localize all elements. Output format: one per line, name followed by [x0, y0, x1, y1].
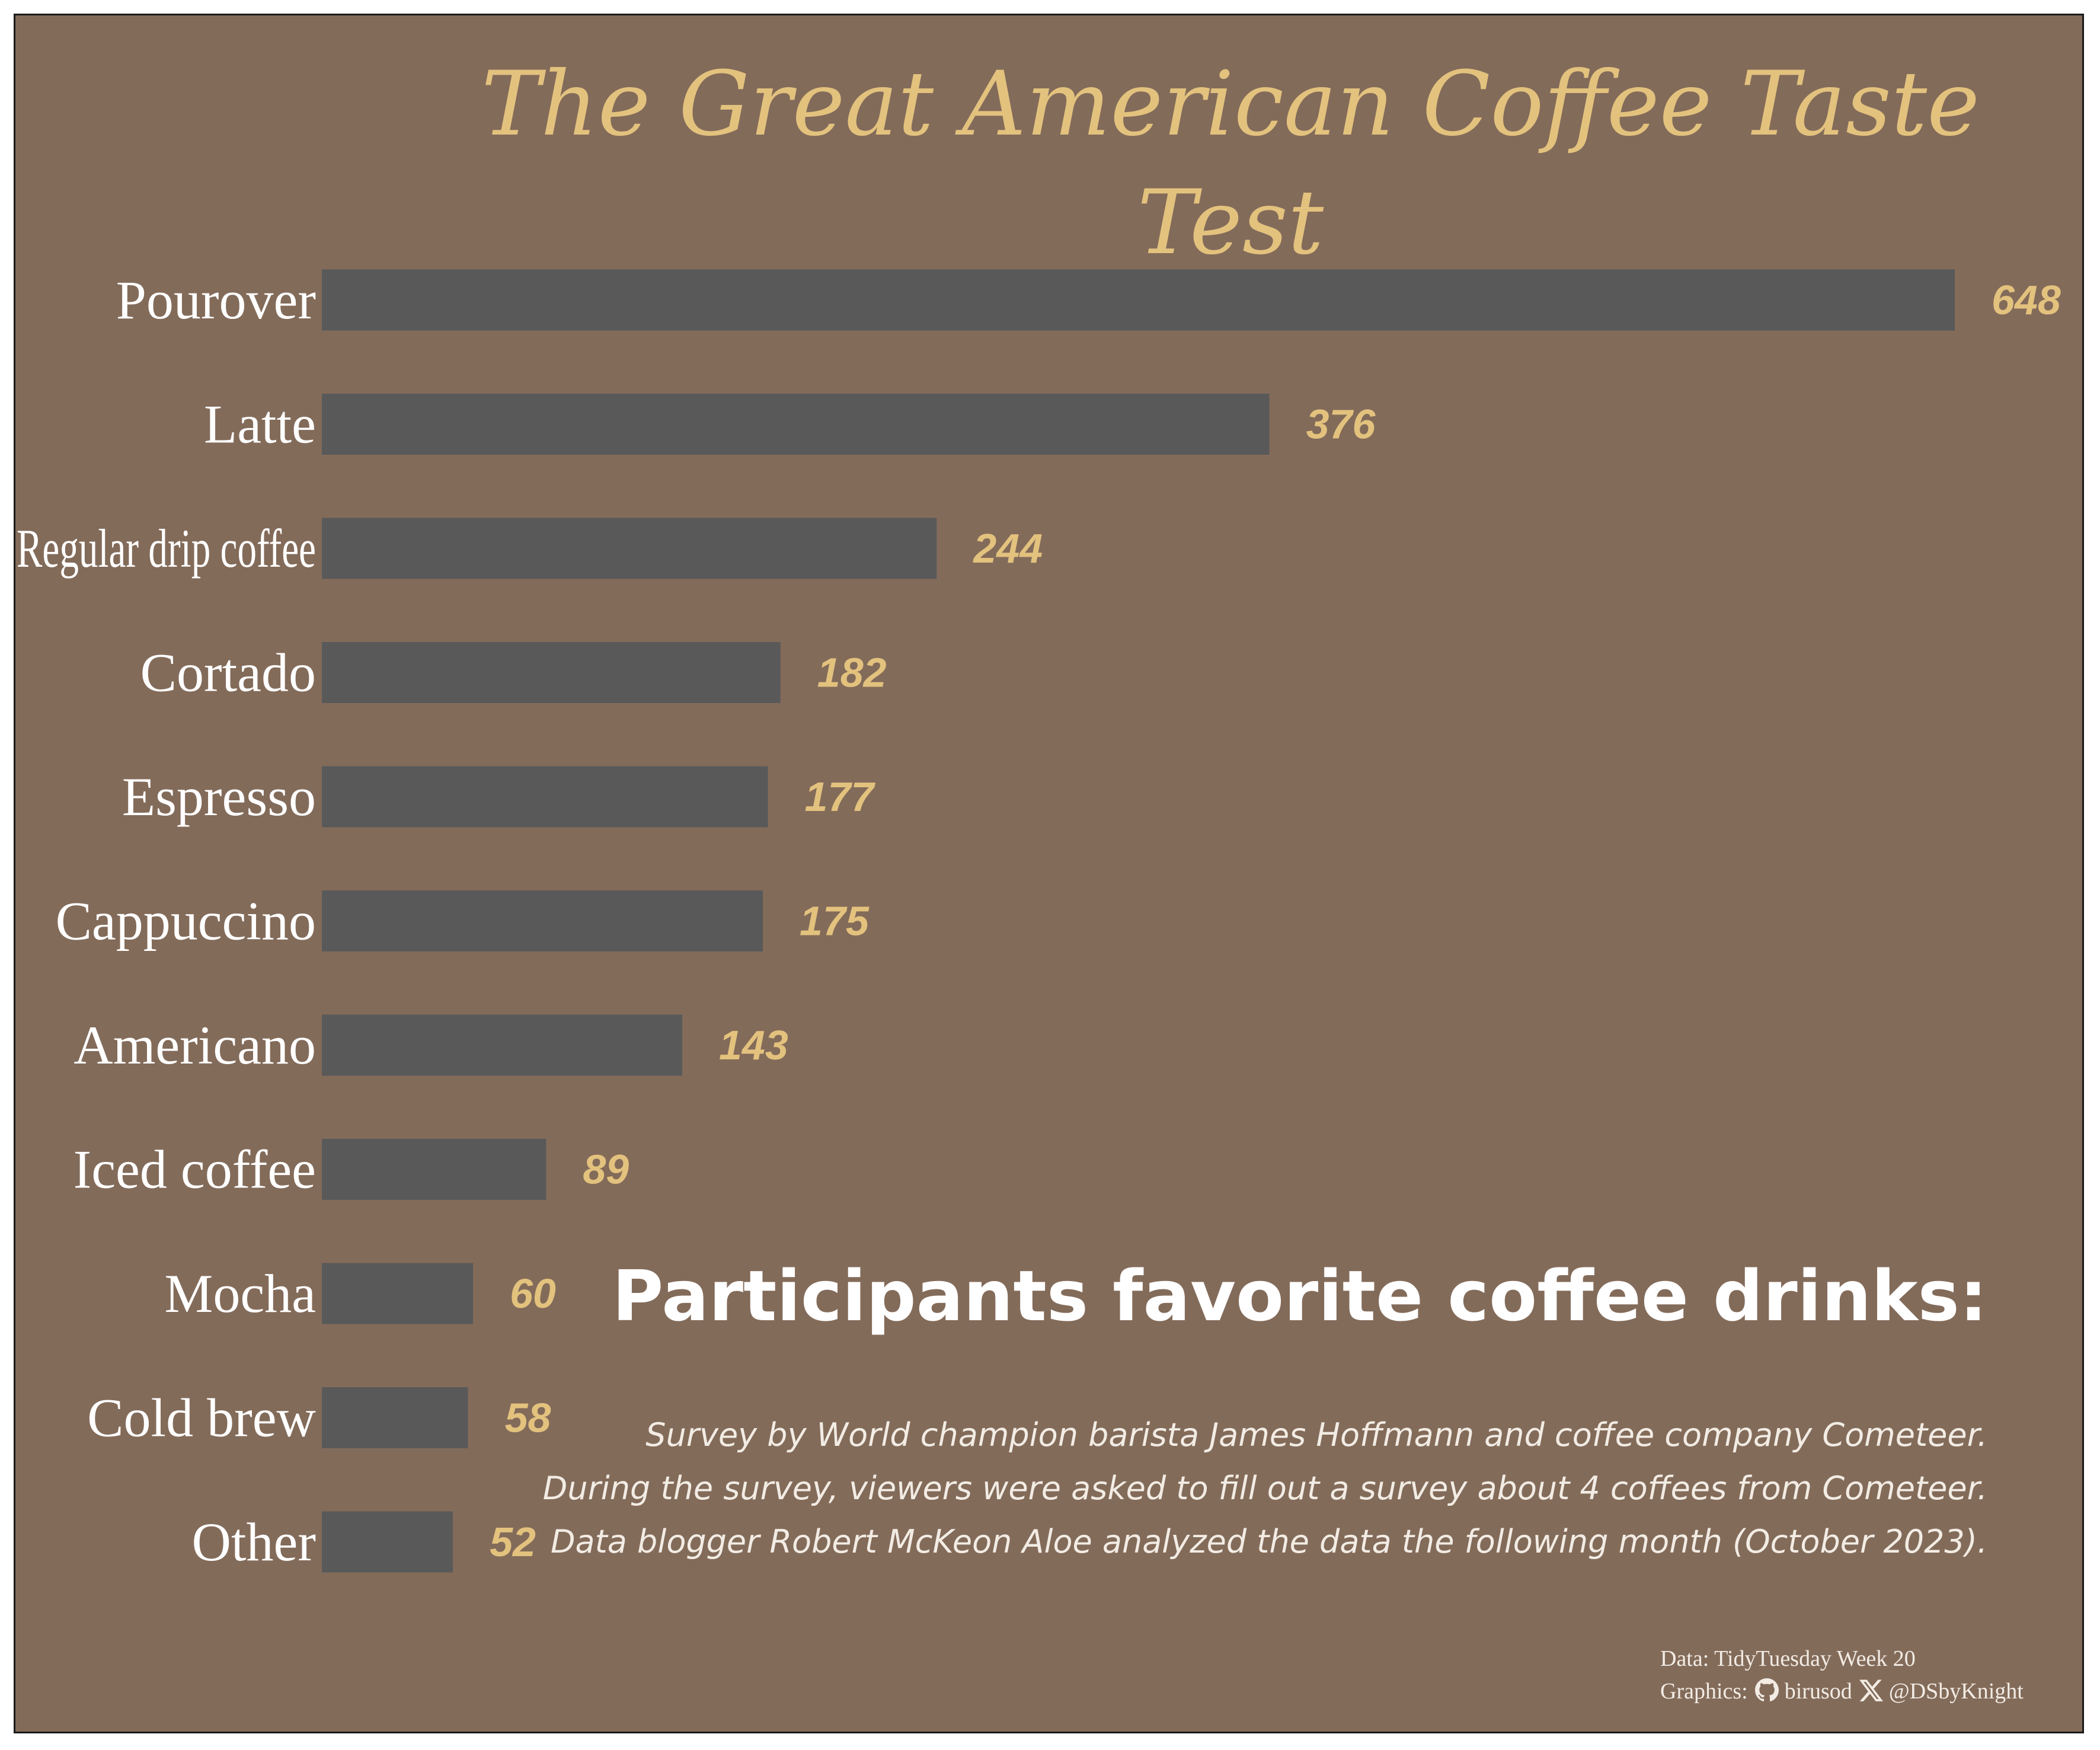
- value-label: 52: [490, 1519, 536, 1565]
- chart-description: Survey by World champion barista James H…: [446, 1409, 1987, 1569]
- bar: [322, 269, 1955, 331]
- bar: [322, 890, 763, 951]
- category-label: Other: [192, 1512, 316, 1572]
- caption-graphics-label: Graphics:: [1660, 1679, 1748, 1704]
- bar: [322, 1387, 468, 1448]
- value-label: 182: [817, 650, 887, 696]
- bar: [322, 394, 1270, 455]
- category-label: Americano: [73, 1015, 316, 1075]
- bar: [322, 1263, 474, 1324]
- caption-data-source: Data: TidyTuesday Week 20: [1660, 1646, 1916, 1671]
- description-line: Survey by World champion barista James H…: [645, 1416, 1987, 1454]
- value-label: 648: [1992, 277, 2061, 323]
- bar: [322, 642, 781, 703]
- bar: [322, 766, 768, 828]
- bar: [322, 1139, 546, 1200]
- category-label: Cappuccino: [56, 891, 316, 951]
- description-line: During the survey, viewers were asked to…: [542, 1470, 1987, 1507]
- x-icon: [1859, 1678, 1883, 1702]
- value-label: 175: [800, 898, 870, 944]
- category-label: Cortado: [140, 643, 316, 703]
- category-label: Regular drip coffee: [17, 518, 316, 579]
- value-label: 143: [719, 1022, 788, 1068]
- chart-subtitle: Participants favorite coffee drinks:: [612, 1255, 1987, 1337]
- caption-graphics: Graphics: birusod @DSbyKnight: [1660, 1675, 2024, 1708]
- chart-frame: The Great American Coffee Taste Test Pou…: [14, 14, 2084, 1733]
- value-label: 244: [972, 525, 1043, 571]
- category-label: Mocha: [165, 1263, 316, 1324]
- category-label: Latte: [204, 394, 316, 455]
- github-icon: [1754, 1678, 1779, 1702]
- bar-chart: Pourover 648 Latte 376 Regular drip coffee 24…: [17, 269, 2061, 1573]
- bar: [322, 1014, 682, 1076]
- caption-x-handle: @DSbyKnight: [1888, 1679, 2024, 1704]
- chart-title: The Great American Coffee Taste Test: [481, 53, 1980, 274]
- category-label: Cold brew: [87, 1388, 316, 1448]
- value-label: 89: [583, 1147, 629, 1193]
- bar: [322, 1511, 453, 1573]
- bar: [322, 518, 937, 579]
- caption: Data: TidyTuesday Week 20 Graphics: birus…: [1660, 1643, 2024, 1708]
- description-line: Data blogger Robert McKeon Aloe analyzed…: [550, 1523, 1987, 1560]
- category-label: Iced coffee: [73, 1139, 316, 1200]
- category-label: Pourover: [116, 270, 316, 330]
- value-label: 60: [510, 1270, 556, 1317]
- caption-github-handle: birusod: [1784, 1679, 1852, 1704]
- value-label: 177: [805, 774, 876, 820]
- category-label: Espresso: [122, 767, 316, 827]
- value-label: 376: [1306, 401, 1376, 448]
- value-label: 58: [505, 1395, 551, 1441]
